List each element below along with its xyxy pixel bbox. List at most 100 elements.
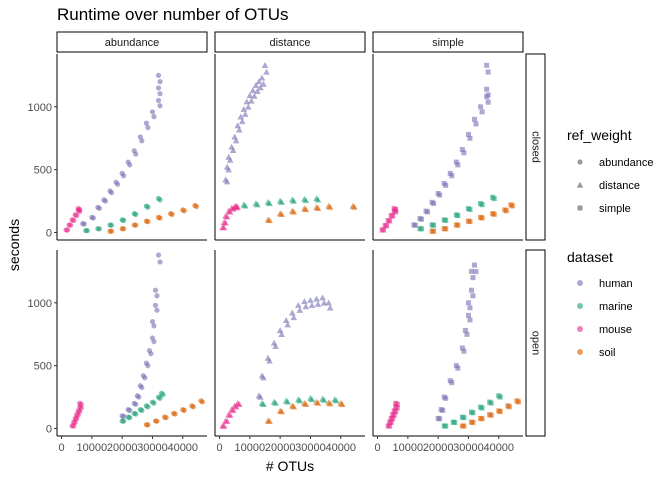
data-point-human xyxy=(145,124,151,131)
data-point-mouse xyxy=(78,401,84,407)
data-point-soil xyxy=(509,203,515,209)
legend-key-marine xyxy=(577,303,583,309)
y-tick-label: 1000 xyxy=(28,298,52,310)
data-point-soil xyxy=(470,419,476,425)
data-point-human xyxy=(90,215,96,221)
data-point-marine xyxy=(284,398,292,405)
x-tick-label: 0 xyxy=(374,442,380,454)
data-point-human xyxy=(276,327,284,334)
data-point-mouse xyxy=(234,203,242,210)
data-point-soil xyxy=(145,219,151,225)
data-point-soil xyxy=(351,203,358,210)
data-point-soil xyxy=(479,215,485,221)
data-point-human xyxy=(266,357,273,364)
data-point-human xyxy=(284,321,292,328)
data-point-soil xyxy=(133,222,139,228)
data-point-mouse xyxy=(235,401,243,407)
data-point-soil xyxy=(181,208,187,214)
x-tick-label: 40000 xyxy=(325,442,356,454)
legend-title-dataset: dataset xyxy=(567,249,613,265)
data-point-marine xyxy=(296,397,304,404)
data-point-soil xyxy=(461,423,467,429)
data-point-human xyxy=(260,80,267,87)
data-point-human xyxy=(249,87,257,94)
legend-label-marine: marine xyxy=(599,301,633,313)
data-point-mouse xyxy=(77,206,83,213)
data-point-marine xyxy=(266,200,273,207)
data-point-marine xyxy=(418,226,424,232)
data-point-marine xyxy=(308,396,316,403)
data-point-human xyxy=(464,331,470,337)
data-point-human xyxy=(241,110,249,117)
data-point-human xyxy=(237,113,245,120)
x-tick-label: 40000 xyxy=(483,442,514,454)
data-point-marine xyxy=(332,397,340,404)
data-point-soil xyxy=(108,228,115,234)
data-point-human xyxy=(296,306,304,313)
data-point-soil xyxy=(338,401,346,407)
data-point-human xyxy=(96,205,103,211)
data-point-human xyxy=(425,209,431,215)
data-point-soil xyxy=(326,400,334,407)
data-point-human xyxy=(133,401,139,407)
panel-closed-distance xyxy=(219,62,358,231)
data-point-mouse xyxy=(226,208,234,215)
data-point-mouse xyxy=(384,223,390,229)
x-tick-label: 30000 xyxy=(453,442,484,454)
data-point-human xyxy=(139,384,145,391)
data-point-soil xyxy=(154,418,160,424)
data-point-human xyxy=(145,363,151,369)
data-point-human xyxy=(453,363,459,369)
data-point-human xyxy=(238,118,246,125)
facet-strip-label-open: open xyxy=(530,331,542,355)
facet-strip-simple xyxy=(372,31,524,53)
legend-key-simple xyxy=(577,205,583,211)
data-point-marine xyxy=(320,396,328,403)
data-point-human xyxy=(148,351,154,357)
data-point-human xyxy=(263,68,270,75)
data-point-soil xyxy=(302,401,310,407)
data-point-human xyxy=(459,147,465,153)
data-point-human xyxy=(465,300,471,306)
data-point-human xyxy=(248,97,255,104)
data-point-mouse xyxy=(68,222,74,228)
data-point-human xyxy=(81,221,87,227)
facet-strip-distance xyxy=(214,31,366,53)
data-point-soil xyxy=(199,399,206,405)
data-point-marine xyxy=(272,399,279,406)
data-point-human xyxy=(472,262,478,268)
data-point-soil xyxy=(266,217,273,224)
data-point-human xyxy=(302,303,310,310)
data-point-soil xyxy=(443,226,449,232)
data-point-mouse xyxy=(390,416,396,422)
data-point-human xyxy=(313,295,320,302)
data-point-marine xyxy=(470,410,476,416)
data-point-human xyxy=(484,62,490,68)
facet-strip-label-abundance: abundance xyxy=(105,37,159,49)
data-point-human xyxy=(412,222,418,228)
y-tick-label: 0 xyxy=(46,227,52,239)
data-point-human xyxy=(437,192,443,198)
data-point-marine xyxy=(151,400,157,406)
data-point-soil xyxy=(193,203,199,210)
data-point-mouse xyxy=(387,423,393,429)
data-point-marine xyxy=(431,222,437,228)
data-point-soil xyxy=(266,417,273,424)
data-point-mouse xyxy=(64,227,71,233)
x-tick-label: 30000 xyxy=(295,442,326,454)
legend-key-distance xyxy=(576,181,584,188)
data-point-human xyxy=(478,104,484,110)
data-point-human xyxy=(485,92,491,98)
data-point-human xyxy=(257,393,264,400)
data-point-human xyxy=(272,343,279,350)
data-point-soil xyxy=(488,412,494,418)
data-point-marine xyxy=(84,228,90,234)
data-point-soil xyxy=(506,404,512,410)
data-point-marine xyxy=(260,401,267,407)
data-point-human xyxy=(245,103,252,110)
data-point-human xyxy=(453,159,459,165)
y-tick-label: 500 xyxy=(34,165,52,177)
legend-label-abundance: abundance xyxy=(599,157,653,169)
data-point-soil xyxy=(431,228,437,234)
data-point-marine xyxy=(461,415,467,421)
